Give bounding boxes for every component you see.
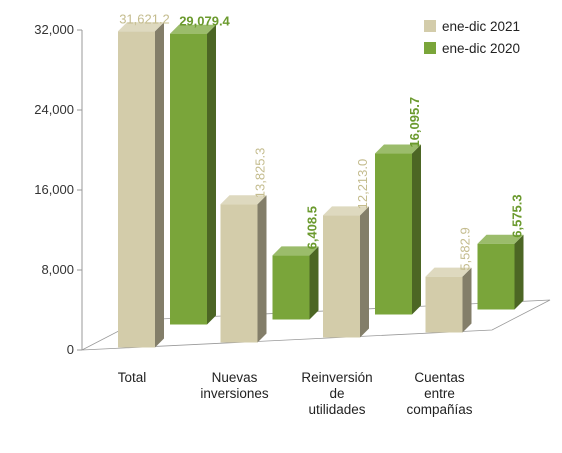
- bar-top: [323, 206, 369, 216]
- data-label: 6,408.5: [305, 206, 320, 249]
- legend-label: ene-dic 2020: [442, 41, 520, 56]
- bar-front: [323, 215, 360, 338]
- data-label: 16,095.7: [407, 97, 422, 148]
- y-tick-label: 24,000: [34, 102, 74, 117]
- legend-label: ene-dic 2021: [442, 19, 520, 34]
- data-label: 6,575.3: [510, 194, 525, 237]
- y-tick-label: 16,000: [34, 182, 74, 197]
- bar-front: [477, 243, 515, 310]
- bar-top: [272, 246, 319, 256]
- category-labels: Total Nuevas inversiones Reinversión de utili…: [118, 370, 473, 417]
- y-axis-ticks: 0 8,000 16,000 24,000 32,000: [34, 22, 82, 357]
- bar-top: [477, 234, 524, 244]
- bar-front: [425, 276, 463, 333]
- category-label: Reinversión de utilidades: [301, 370, 372, 417]
- bar-side: [207, 24, 216, 325]
- bar-side: [155, 22, 164, 348]
- bars: [118, 22, 524, 348]
- data-label: 13,825.3: [253, 148, 268, 199]
- bar-front: [118, 31, 155, 348]
- y-tick-label: 8,000: [41, 262, 74, 277]
- data-label: 31,621.2: [119, 11, 170, 26]
- bar-2020-2: [375, 144, 421, 315]
- bar-front: [220, 204, 258, 343]
- data-labels: 29,079.4 31,621.2 6,408.5 13,825.3 16,095.7 1…: [119, 11, 524, 270]
- data-label: 29,079.4: [179, 14, 230, 29]
- bar-2021-2: [323, 206, 369, 338]
- data-label: 5,582.9: [458, 227, 473, 270]
- bar-top: [425, 267, 472, 277]
- bar-top: [375, 144, 421, 154]
- bar-side: [462, 267, 472, 333]
- bar-side: [514, 234, 524, 310]
- bar-side: [257, 195, 267, 343]
- bar-front: [170, 33, 207, 325]
- data-label: 12,213.0: [355, 159, 370, 210]
- bar-2020-3: [477, 234, 524, 310]
- bar-top: [170, 24, 216, 34]
- bar-2021-0: [118, 22, 164, 348]
- bar-top: [118, 22, 164, 32]
- bar-2021-1: [220, 195, 267, 343]
- y-tick-label: 32,000: [34, 22, 74, 37]
- legend: ene-dic 2021 ene-dic 2020: [424, 19, 520, 56]
- bar-front: [375, 153, 412, 315]
- legend-swatch: [424, 20, 436, 32]
- y-tick-label: 0: [67, 342, 74, 357]
- bar-2020-0: [170, 24, 216, 325]
- bar-2021-3: [425, 267, 472, 333]
- category-label: Nuevas inversiones: [200, 370, 269, 401]
- bar-side: [360, 206, 369, 338]
- bar-top: [220, 195, 267, 205]
- category-label: Total: [118, 370, 147, 385]
- bar-2020-1: [272, 246, 319, 320]
- bar-side: [412, 144, 421, 315]
- legend-swatch: [424, 42, 436, 54]
- category-label: Cuentas entre compañías: [406, 370, 472, 417]
- bar-side: [309, 246, 319, 320]
- bar-front: [272, 255, 310, 320]
